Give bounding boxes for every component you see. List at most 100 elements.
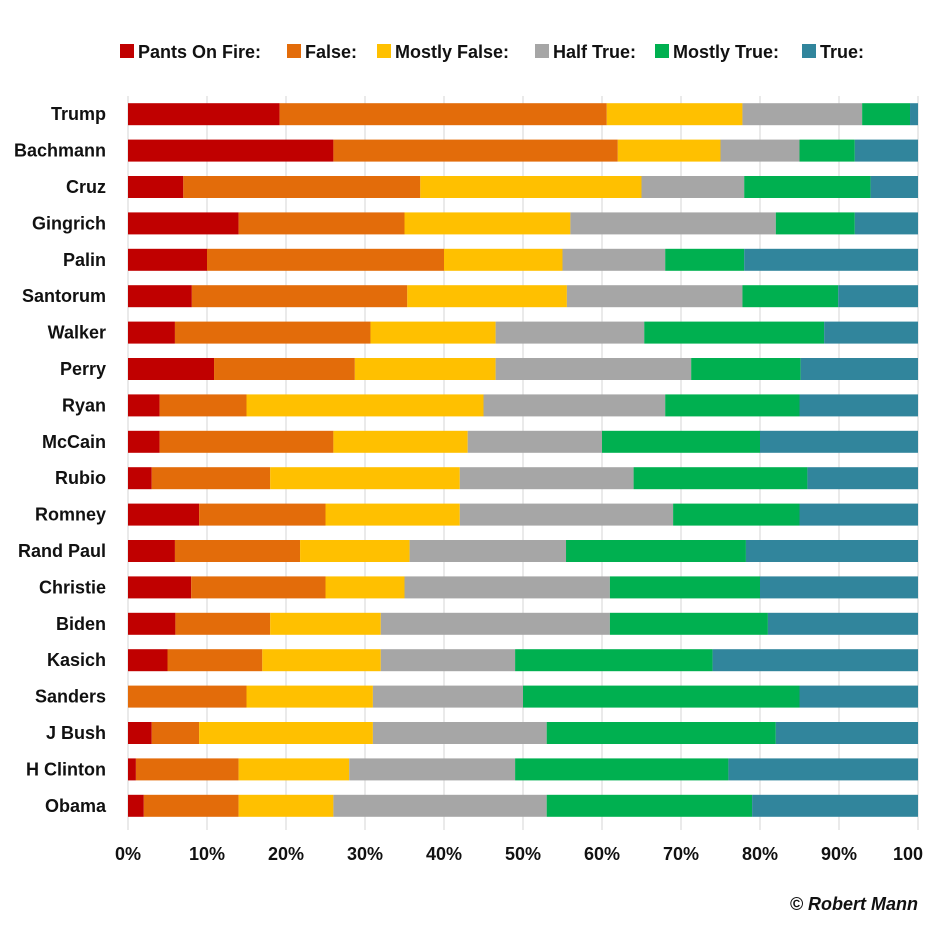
category-label: Rubio (55, 468, 106, 488)
category-labels: Trump Bachmann Cruz Gingrich Palin Santorum Wa… (14, 104, 107, 816)
bar-segment (270, 612, 381, 635)
bar-segment (760, 430, 918, 453)
bar-segment (515, 649, 713, 672)
bar-segment (128, 321, 175, 344)
bar-segment (199, 722, 373, 744)
bar-segment (128, 176, 184, 198)
bar-segment (644, 321, 825, 344)
bar-segment (199, 503, 326, 526)
bars-layer (128, 103, 918, 817)
bar-segment (515, 758, 729, 781)
bar-segment (444, 248, 563, 271)
bar-segment (760, 576, 918, 599)
bar-segment (128, 103, 280, 126)
category-label: McCain (42, 432, 106, 452)
bar-segment (128, 685, 247, 708)
bar-segment (128, 467, 152, 490)
category-label: Obama (45, 796, 107, 816)
bar-segment (380, 649, 516, 672)
bar-segment (214, 358, 355, 380)
bar-segment (128, 722, 152, 744)
bar-segment (128, 430, 160, 453)
bar-segment (300, 540, 410, 562)
bar-segment (279, 103, 607, 126)
bar-segment (262, 649, 381, 672)
bar-segment (673, 503, 800, 526)
bar-segment (128, 649, 168, 672)
bar-segment (151, 722, 200, 744)
legend-swatch (655, 44, 669, 58)
bar-segment (174, 540, 301, 562)
bar-segment (800, 358, 918, 380)
bar-segment (602, 430, 760, 453)
bar-segment (128, 358, 215, 380)
bar-segment (824, 321, 918, 344)
bar-segment (546, 794, 753, 817)
bar-segment (372, 722, 547, 744)
bar-segment (744, 248, 918, 271)
bar-segment (270, 467, 460, 490)
bar-segment (633, 467, 808, 490)
bar-segment (495, 321, 645, 344)
bar-segment (854, 212, 918, 235)
bar-segment (807, 467, 918, 490)
legend-label: Half True: (553, 42, 636, 62)
bar-segment (641, 176, 745, 198)
category-label: Trump (51, 104, 106, 124)
bar-segment (128, 285, 192, 308)
bar-segment (404, 576, 610, 599)
bar-segment (546, 722, 776, 744)
bar-segment (799, 503, 918, 526)
category-label: Sanders (35, 687, 106, 707)
bar-segment (128, 248, 207, 271)
bar-segment (838, 285, 918, 308)
bar-segment (799, 685, 918, 708)
bar-segment (325, 576, 405, 599)
bar-segment (128, 794, 144, 817)
bar-segment (238, 794, 334, 817)
bar-segment (742, 285, 839, 308)
bar-segment (128, 540, 175, 562)
bar-segment (467, 430, 602, 453)
bar-segment (128, 612, 176, 635)
x-tick-label: 90% (821, 844, 857, 864)
category-label: Rand Paul (18, 541, 106, 561)
bar-segment (523, 685, 800, 708)
legend-swatch (802, 44, 816, 58)
x-tick-label: 70% (663, 844, 699, 864)
category-label: J Bush (46, 723, 106, 743)
bar-segment (870, 176, 918, 198)
bar-segment (238, 212, 405, 235)
bar-segment (372, 685, 523, 708)
bar-segment (333, 794, 547, 817)
x-tick-label: 30% (347, 844, 383, 864)
bar-segment (370, 321, 496, 344)
bar-segment (606, 103, 743, 126)
category-label: Santorum (22, 286, 106, 306)
legend-label: Mostly True: (673, 42, 779, 62)
x-tick-labels: 0% 10% 20% 30% 40% 50% 60% 70% 80% 90% 100 (115, 844, 923, 864)
bar-segment (609, 612, 768, 635)
bar-segment (562, 248, 666, 271)
category-label: Gingrich (32, 213, 106, 233)
bar-segment (174, 321, 371, 344)
legend: Pants On Fire: False: Mostly False: Half Tr… (120, 42, 864, 62)
bar-segment (325, 503, 460, 526)
category-label: Cruz (66, 177, 106, 197)
bar-segment (128, 503, 200, 526)
bar-segment (495, 358, 692, 380)
bar-segment (799, 394, 918, 417)
bar-segment (609, 576, 760, 599)
x-tick-label: 20% (268, 844, 304, 864)
bar-segment (128, 139, 334, 162)
bar-segment (910, 103, 918, 126)
x-tick-label: 10% (189, 844, 225, 864)
category-label: Ryan (62, 395, 106, 415)
x-tick-label: 80% (742, 844, 778, 864)
bar-segment (566, 285, 743, 308)
bar-segment (207, 248, 444, 271)
x-tick-label: 60% (584, 844, 620, 864)
bar-segment (143, 794, 239, 817)
bar-segment (775, 212, 855, 235)
